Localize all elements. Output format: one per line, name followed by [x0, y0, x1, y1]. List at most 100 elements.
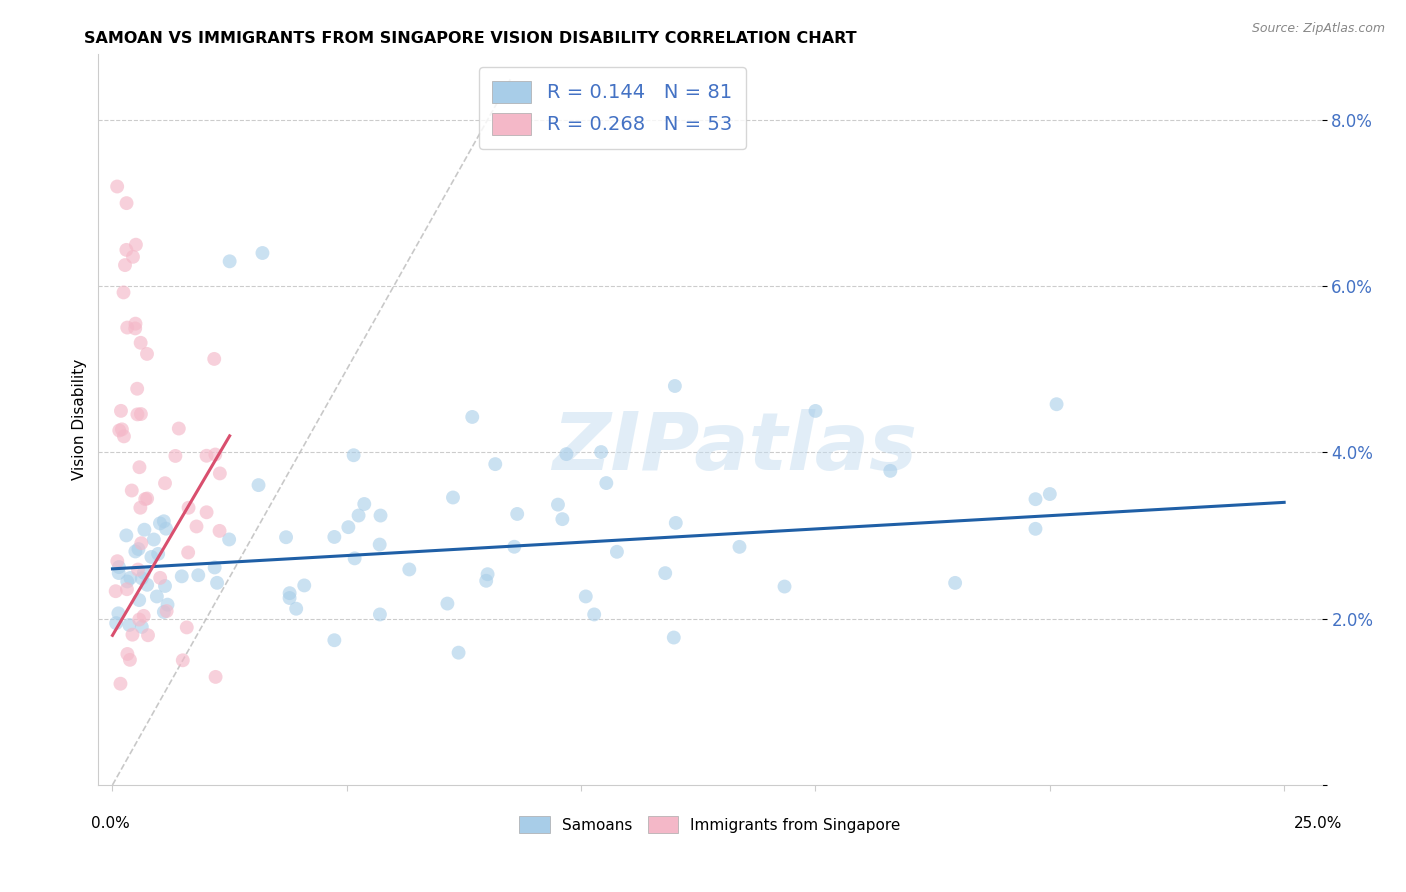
- Point: [943, 575, 966, 590]
- Y-axis label: Vision Disability: Vision Disability: [72, 359, 87, 480]
- Text: Source: ZipAtlas.com: Source: ZipAtlas.com: [1251, 22, 1385, 36]
- Point: [347, 508, 370, 523]
- Point: [773, 580, 796, 594]
- Point: [879, 464, 901, 478]
- Point: [555, 447, 578, 461]
- Point: [136, 491, 159, 506]
- Point: [127, 563, 149, 577]
- Point: [115, 528, 138, 542]
- Point: [484, 457, 506, 471]
- Point: [112, 285, 135, 300]
- Point: [105, 616, 128, 631]
- Point: [187, 568, 209, 582]
- Point: [111, 422, 134, 436]
- Point: [208, 467, 231, 481]
- Point: [129, 335, 152, 350]
- Point: [278, 591, 301, 605]
- Point: [153, 605, 176, 619]
- Point: [121, 628, 143, 642]
- Point: [323, 633, 346, 648]
- Point: [278, 586, 301, 600]
- Point: [804, 404, 827, 418]
- Point: [112, 429, 135, 443]
- Point: [136, 347, 159, 361]
- Point: [218, 254, 240, 268]
- Point: [665, 516, 688, 530]
- Point: [118, 618, 141, 632]
- Point: [128, 593, 150, 607]
- Point: [204, 560, 226, 574]
- Point: [128, 613, 150, 627]
- Point: [591, 445, 613, 459]
- Point: [117, 647, 139, 661]
- Point: [398, 562, 420, 576]
- Text: ZIPatlas: ZIPatlas: [553, 409, 917, 488]
- Point: [155, 522, 177, 536]
- Point: [177, 545, 200, 559]
- Point: [156, 598, 179, 612]
- Point: [149, 571, 172, 585]
- Point: [1024, 522, 1046, 536]
- Point: [202, 351, 225, 366]
- Point: [124, 544, 146, 558]
- Point: [117, 320, 139, 334]
- Point: [134, 491, 156, 506]
- Point: [125, 237, 148, 252]
- Point: [1045, 397, 1067, 411]
- Point: [551, 512, 574, 526]
- Point: [131, 620, 153, 634]
- Point: [205, 575, 228, 590]
- Point: [134, 523, 156, 537]
- Point: [128, 460, 150, 475]
- Point: [204, 448, 226, 462]
- Point: [461, 409, 484, 424]
- Point: [606, 545, 628, 559]
- Point: [208, 524, 231, 538]
- Point: [115, 574, 138, 589]
- Text: 0.0%: 0.0%: [91, 816, 131, 831]
- Point: [274, 530, 297, 544]
- Point: [503, 540, 526, 554]
- Text: 25.0%: 25.0%: [1295, 816, 1343, 831]
- Point: [165, 449, 187, 463]
- Point: [176, 620, 198, 634]
- Point: [149, 516, 172, 531]
- Point: [104, 584, 127, 599]
- Point: [132, 608, 155, 623]
- Point: [115, 196, 138, 211]
- Point: [475, 574, 498, 588]
- Point: [337, 520, 360, 534]
- Point: [447, 646, 470, 660]
- Point: [131, 571, 153, 585]
- Point: [108, 560, 131, 574]
- Point: [110, 404, 132, 418]
- Point: [204, 670, 226, 684]
- Point: [1024, 492, 1046, 507]
- Point: [728, 540, 751, 554]
- Point: [127, 382, 149, 396]
- Point: [285, 601, 308, 615]
- Point: [353, 497, 375, 511]
- Point: [247, 478, 270, 492]
- Point: [218, 533, 240, 547]
- Point: [323, 530, 346, 544]
- Point: [595, 476, 617, 491]
- Point: [195, 449, 218, 463]
- Point: [252, 246, 274, 260]
- Point: [132, 566, 155, 580]
- Point: [177, 500, 200, 515]
- Point: [118, 653, 141, 667]
- Point: [186, 519, 208, 533]
- Point: [441, 491, 464, 505]
- Point: [146, 547, 169, 561]
- Point: [136, 578, 159, 592]
- Point: [153, 476, 176, 491]
- Point: [129, 536, 152, 550]
- Point: [153, 579, 176, 593]
- Point: [583, 607, 606, 622]
- Point: [124, 317, 146, 331]
- Point: [662, 631, 685, 645]
- Point: [170, 569, 193, 583]
- Point: [129, 407, 152, 421]
- Text: SAMOAN VS IMMIGRANTS FROM SINGAPORE VISION DISABILITY CORRELATION CHART: SAMOAN VS IMMIGRANTS FROM SINGAPORE VISI…: [84, 31, 858, 46]
